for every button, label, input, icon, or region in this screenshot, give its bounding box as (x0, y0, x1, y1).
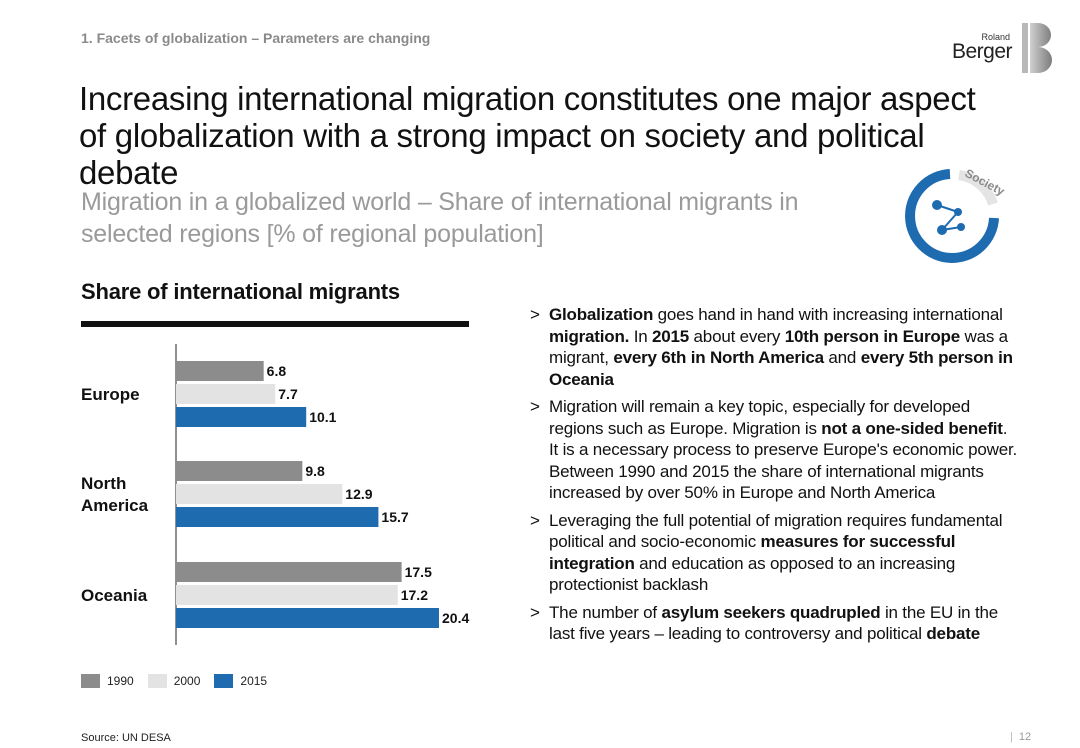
chart-legend: 1990 2000 2015 (81, 674, 281, 688)
bullet-text: in the EU in the last five years – leadi… (549, 602, 998, 644)
category-label: Oceania (81, 586, 148, 605)
legend-label: 2000 (173, 674, 201, 688)
bar-2000 (176, 384, 276, 404)
bar-1990 (176, 562, 402, 582)
bullet-marker: > (530, 397, 540, 416)
chart-heading-rule (81, 321, 469, 327)
legend-swatch (81, 674, 100, 688)
bullet-text: In (629, 326, 652, 346)
bullet-emphasis: asylum seekers quadrupled (661, 602, 881, 622)
chart-heading: Share of international migrants (81, 279, 400, 304)
legend-label: 1990 (107, 674, 134, 688)
page-title: Increasing international migration const… (79, 80, 976, 191)
bullet-marker: > (530, 305, 540, 324)
page-number-value: 12 (1018, 731, 1032, 743)
legend-swatch (214, 674, 234, 688)
bar-value-label: 15.7 (381, 509, 408, 525)
bullet-emphasis: migration. (549, 326, 630, 346)
logo-main-text: Berger (951, 40, 1013, 63)
bullet-list: > Globalization goes hand in hand with in… (530, 304, 1020, 651)
bullet-text: about every (689, 326, 785, 346)
bar-1990 (176, 461, 303, 481)
bar-2015 (176, 507, 379, 527)
section-label: 1. Facets of globalization – Parameters … (81, 30, 431, 46)
bullet-emphasis: every 6th in North America (613, 348, 824, 367)
bullet-emphasis: not a one-sided benefit (821, 418, 1003, 438)
bullet-emphasis: debate (926, 624, 980, 643)
bullet-marker: > (530, 510, 540, 530)
bullet-text: Migration will remain a key topic, espec… (549, 397, 970, 438)
legend-item: 2015 (214, 674, 267, 688)
logo-b-mark-icon (1022, 23, 1052, 73)
bullet-text: and (823, 348, 861, 367)
legend-item: 2000 (147, 674, 201, 688)
bar-value-label: 20.4 (442, 610, 469, 626)
society-badge: Society (895, 160, 1010, 270)
bullet-emphasis: every 5th person in Oceania (549, 348, 1013, 389)
bar-value-label: 7.7 (278, 386, 298, 402)
legend-swatch (147, 674, 167, 688)
bar-2000 (176, 484, 343, 504)
bullet-text: goes hand in hand with increasing intern… (653, 305, 1003, 324)
bullet-item: > Migration will remain a key topic, espe… (530, 396, 1020, 504)
page-number: | 12 (1010, 731, 1032, 743)
bar-value-label: 17.2 (401, 587, 428, 603)
bullet-text: . It is a necessary process to preserve … (549, 418, 1018, 503)
bullet-text: The number of (549, 602, 662, 622)
bar-value-label: 9.8 (305, 463, 325, 479)
roland-berger-logo: Roland Berger (944, 20, 1056, 76)
bullet-emphasis: Globalization (549, 305, 654, 324)
bar-2000 (176, 585, 398, 605)
bullet-emphasis: 10th person in Europe (784, 326, 960, 346)
bullet-text: was a migrant, (549, 326, 1008, 368)
bar-value-label: 10.1 (309, 409, 336, 425)
bar-2015 (176, 407, 307, 427)
legend-item: 1990 (81, 674, 134, 688)
bullet-text: and education as opposed to an increasin… (549, 553, 956, 595)
category-label: Europe (81, 385, 140, 404)
bar-value-label: 12.9 (345, 486, 372, 502)
bullet-item: > The number of asylum seekers quadrupled… (530, 602, 1020, 645)
legend-label: 2015 (240, 674, 268, 688)
bar-2015 (176, 608, 439, 628)
society-ring-icon (905, 169, 999, 263)
bar-1990 (176, 361, 264, 381)
bullet-item: > Globalization goes hand in hand with in… (530, 304, 1020, 390)
bullet-emphasis: 2015 (652, 326, 690, 346)
bar-value-label: 6.8 (267, 363, 287, 379)
category-label: North America (81, 474, 149, 515)
logo-small-text: Roland (981, 32, 1010, 42)
bar-value-label: 17.5 (405, 564, 432, 580)
network-icon (932, 200, 965, 235)
page-subtitle: Migration in a globalized world – Share … (81, 188, 799, 248)
source-note: Source: UN DESA (81, 732, 171, 744)
bullet-item: > Leveraging the full potential of migrat… (530, 510, 1020, 596)
bullet-text: Leveraging the full potential of migrati… (549, 510, 1003, 552)
bullet-emphasis: measures for successful integration (549, 532, 956, 573)
bullet-marker: > (530, 602, 540, 622)
